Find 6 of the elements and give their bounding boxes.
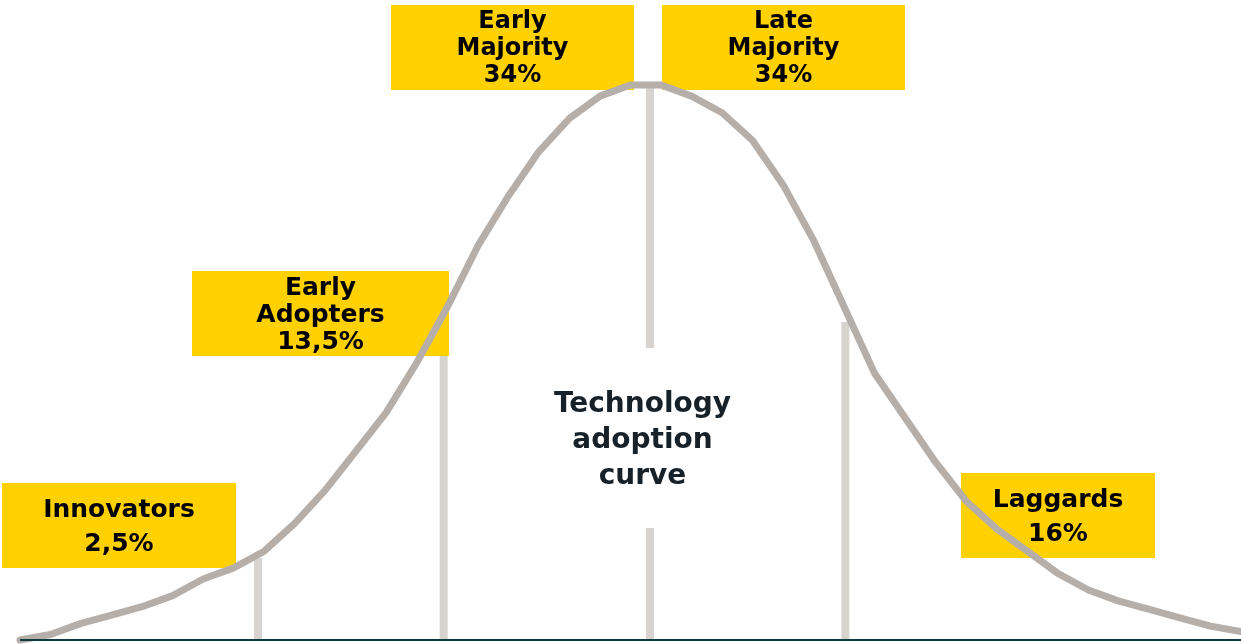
text: Technology adoption curve	[540, 385, 745, 493]
annotation: Laggards 16%	[991, 482, 1125, 549]
annotation: Late Majority 34%	[726, 6, 841, 88]
annotation: Early Majority 34%	[455, 6, 570, 88]
annotation: Early Adopters 13,5%	[255, 272, 386, 355]
annotation: Innovators 2,5%	[42, 492, 196, 559]
